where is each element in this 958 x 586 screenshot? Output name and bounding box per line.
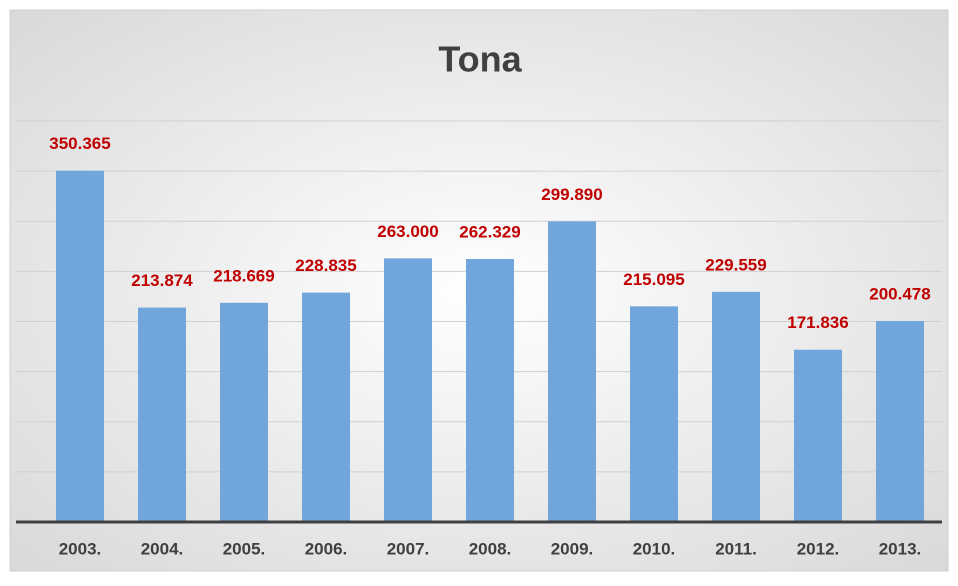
value-label: 263.000 xyxy=(377,222,438,241)
value-label: 229.559 xyxy=(705,255,766,274)
x-tick-label: 2009. xyxy=(551,539,594,558)
value-label: 228.835 xyxy=(295,256,356,275)
x-tick-label: 2012. xyxy=(797,539,840,558)
value-label: 218.669 xyxy=(213,266,274,285)
bar xyxy=(630,306,678,522)
bar xyxy=(384,258,432,522)
value-label: 350.365 xyxy=(49,134,110,153)
bar xyxy=(138,307,186,522)
chart-title: Tona xyxy=(438,39,522,80)
x-tick-label: 2005. xyxy=(223,539,266,558)
bar xyxy=(302,292,350,522)
x-tick-label: 2008. xyxy=(469,539,512,558)
value-label: 262.329 xyxy=(459,222,520,241)
x-tick-label: 2007. xyxy=(387,539,430,558)
value-label: 299.890 xyxy=(541,185,602,204)
x-tick-label: 2011. xyxy=(715,539,757,558)
value-label: 213.874 xyxy=(131,271,193,290)
bar xyxy=(220,302,268,522)
value-label: 215.095 xyxy=(623,270,684,289)
x-tick-label: 2013. xyxy=(879,539,922,558)
x-tick-label: 2006. xyxy=(305,539,348,558)
x-tick-label: 2003. xyxy=(59,539,102,558)
bar xyxy=(548,221,596,522)
bar xyxy=(712,291,760,522)
bar xyxy=(794,349,842,522)
x-tick-label: 2004. xyxy=(141,539,184,558)
bar xyxy=(466,259,514,522)
bar xyxy=(56,170,104,522)
value-label: 171.836 xyxy=(787,313,848,332)
value-label: 200.478 xyxy=(869,285,930,304)
x-tick-label: 2010. xyxy=(633,539,676,558)
bar xyxy=(876,321,924,522)
